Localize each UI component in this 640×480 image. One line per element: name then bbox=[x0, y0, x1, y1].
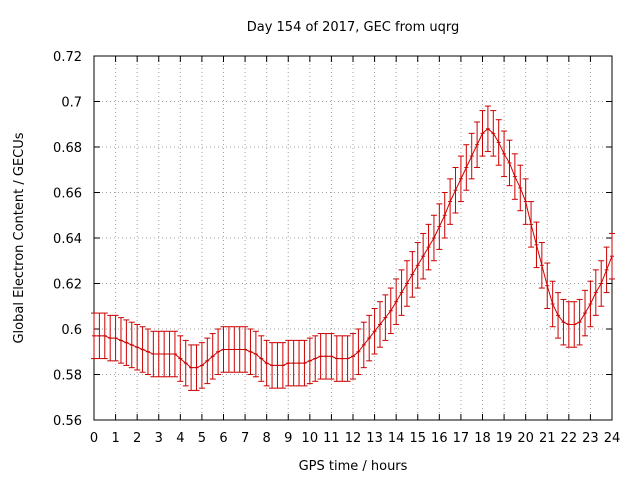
x-axis-title: GPS time / hours bbox=[299, 459, 408, 474]
x-tick-label: 20 bbox=[517, 431, 534, 446]
x-tick-label: 15 bbox=[409, 431, 426, 446]
x-tick-label: 3 bbox=[155, 431, 163, 446]
x-tick-label: 22 bbox=[561, 431, 578, 446]
x-tick-label: 13 bbox=[366, 431, 383, 446]
y-tick-label: 0.56 bbox=[53, 414, 82, 429]
x-tick-label: 5 bbox=[198, 431, 206, 446]
chart-title: Day 154 of 2017, GEC from uqrg bbox=[247, 20, 460, 35]
x-tick-label: 21 bbox=[539, 431, 556, 446]
x-tick-label: 14 bbox=[388, 431, 405, 446]
y-tick-label: 0.6 bbox=[61, 323, 82, 338]
x-tick-label: 16 bbox=[431, 431, 448, 446]
y-tick-label: 0.64 bbox=[53, 232, 82, 247]
x-tick-label: 6 bbox=[219, 431, 227, 446]
x-tick-label: 17 bbox=[453, 431, 470, 446]
x-tick-label: 19 bbox=[496, 431, 513, 446]
data-series bbox=[91, 105, 615, 391]
x-tick-label: 10 bbox=[302, 431, 319, 446]
x-tick-label: 2 bbox=[133, 431, 141, 446]
y-tick-labels: 0.56 0.58 0.6 0.62 0.64 0.66 0.68 0.7 0.72 bbox=[53, 50, 82, 429]
x-tick-label: 8 bbox=[263, 431, 271, 446]
x-tick-label: 12 bbox=[345, 431, 362, 446]
y-tick-label: 0.68 bbox=[53, 141, 82, 156]
x-tick-label: 7 bbox=[241, 431, 249, 446]
tick-marks bbox=[93, 55, 613, 421]
grid bbox=[94, 56, 612, 420]
x-tick-label: 9 bbox=[284, 431, 292, 446]
x-tick-labels: 0 1 2 3 4 5 6 7 8 9 10 11 12 13 14 15 16 17 18 19 20 21 22 23 24 bbox=[90, 431, 620, 446]
x-tick-label: 1 bbox=[111, 431, 119, 446]
y-tick-label: 0.7 bbox=[61, 96, 82, 111]
x-tick-label: 18 bbox=[474, 431, 491, 446]
x-tick-label: 11 bbox=[323, 431, 340, 446]
y-tick-label: 0.62 bbox=[53, 278, 82, 293]
y-tick-label: 0.58 bbox=[53, 369, 82, 384]
y-tick-label: 0.72 bbox=[53, 50, 82, 65]
x-tick-label: 23 bbox=[582, 431, 599, 446]
y-axis-title: Global Electron Content / GECUs bbox=[12, 132, 27, 343]
x-tick-label: 4 bbox=[176, 431, 184, 446]
x-tick-label: 0 bbox=[90, 431, 98, 446]
y-tick-label: 0.66 bbox=[53, 187, 82, 202]
x-tick-label: 24 bbox=[604, 431, 621, 446]
